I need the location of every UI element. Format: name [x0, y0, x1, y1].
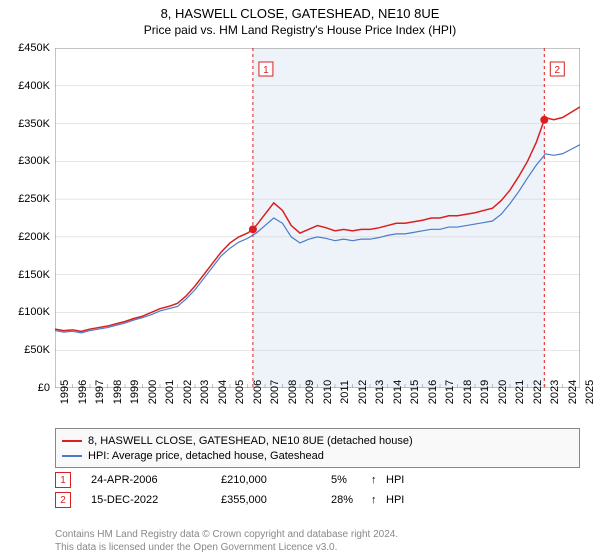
x-tick-label: 1998 — [112, 380, 124, 404]
x-tick-label: 2001 — [164, 380, 176, 404]
x-tick-label: 2005 — [234, 380, 246, 404]
sale-date: 24-APR-2006 — [91, 474, 221, 486]
x-tick-label: 2013 — [374, 380, 386, 404]
svg-text:1: 1 — [263, 65, 269, 76]
y-tick-label: £0 — [38, 382, 50, 394]
sale-suffix: HPI — [386, 474, 404, 486]
arrow-up-icon: ↑ — [371, 494, 386, 506]
footer-line1: Contains HM Land Registry data © Crown c… — [55, 528, 398, 541]
sale-price: £355,000 — [221, 494, 331, 506]
footer-attribution: Contains HM Land Registry data © Crown c… — [55, 528, 398, 554]
y-tick-label: £250K — [18, 193, 50, 205]
x-tick-label: 2010 — [322, 380, 334, 404]
x-tick-label: 2002 — [182, 380, 194, 404]
chart-container: 8, HASWELL CLOSE, GATESHEAD, NE10 8UE Pr… — [0, 0, 600, 560]
marker-box-1: 1 — [55, 472, 71, 488]
x-tick-label: 2023 — [549, 380, 561, 404]
x-tick-label: 2022 — [532, 380, 544, 404]
y-tick-label: £300K — [18, 155, 50, 167]
y-tick-label: £350K — [18, 118, 50, 130]
footer-line2: This data is licensed under the Open Gov… — [55, 541, 398, 554]
sale-pct: 5% — [331, 474, 371, 486]
x-tick-label: 2014 — [392, 380, 404, 404]
x-tick-label: 2020 — [497, 380, 509, 404]
x-tick-label: 2003 — [199, 380, 211, 404]
sale-pct: 28% — [331, 494, 371, 506]
y-tick-label: £50K — [24, 344, 50, 356]
legend-swatch-property — [62, 440, 82, 442]
x-tick-label: 2019 — [479, 380, 491, 404]
y-tick-label: £200K — [18, 231, 50, 243]
chart-subtitle: Price paid vs. HM Land Registry's House … — [0, 21, 600, 37]
x-tick-label: 2008 — [287, 380, 299, 404]
y-tick-label: £150K — [18, 269, 50, 281]
chart-title: 8, HASWELL CLOSE, GATESHEAD, NE10 8UE — [0, 0, 600, 21]
sales-row: 2 15-DEC-2022 £355,000 28% ↑ HPI — [55, 490, 404, 510]
x-tick-label: 1996 — [77, 380, 89, 404]
legend: 8, HASWELL CLOSE, GATESHEAD, NE10 8UE (d… — [55, 428, 580, 468]
svg-text:2: 2 — [555, 65, 561, 76]
arrow-up-icon: ↑ — [371, 474, 386, 486]
x-tick-label: 1999 — [129, 380, 141, 404]
x-tick-label: 2025 — [584, 380, 596, 404]
legend-label-property: 8, HASWELL CLOSE, GATESHEAD, NE10 8UE (d… — [88, 435, 413, 447]
legend-swatch-hpi — [62, 455, 82, 457]
x-tick-label: 2004 — [217, 380, 229, 404]
sales-row: 1 24-APR-2006 £210,000 5% ↑ HPI — [55, 470, 404, 490]
y-tick-label: £400K — [18, 80, 50, 92]
x-tick-label: 2006 — [252, 380, 264, 404]
x-tick-label: 2021 — [514, 380, 526, 404]
y-tick-label: £450K — [18, 42, 50, 54]
x-tick-label: 2007 — [269, 380, 281, 404]
sales-table: 1 24-APR-2006 £210,000 5% ↑ HPI 2 15-DEC… — [55, 470, 404, 510]
chart-svg: 12 — [55, 48, 580, 388]
x-tick-label: 2015 — [409, 380, 421, 404]
legend-row-hpi: HPI: Average price, detached house, Gate… — [62, 448, 573, 463]
x-tick-label: 1997 — [94, 380, 106, 404]
x-tick-label: 2016 — [427, 380, 439, 404]
x-tick-label: 2017 — [444, 380, 456, 404]
sale-date: 15-DEC-2022 — [91, 494, 221, 506]
sale-price: £210,000 — [221, 474, 331, 486]
legend-label-hpi: HPI: Average price, detached house, Gate… — [88, 450, 324, 462]
marker-box-2: 2 — [55, 492, 71, 508]
y-tick-label: £100K — [18, 306, 50, 318]
x-tick-label: 2018 — [462, 380, 474, 404]
sale-suffix: HPI — [386, 494, 404, 506]
x-tick-label: 2012 — [357, 380, 369, 404]
x-tick-label: 2009 — [304, 380, 316, 404]
x-tick-label: 2024 — [567, 380, 579, 404]
x-tick-label: 2000 — [147, 380, 159, 404]
x-tick-label: 1995 — [59, 380, 71, 404]
x-tick-label: 2011 — [339, 380, 351, 404]
legend-row-property: 8, HASWELL CLOSE, GATESHEAD, NE10 8UE (d… — [62, 433, 573, 448]
chart-plot-area: 12 — [55, 48, 580, 388]
